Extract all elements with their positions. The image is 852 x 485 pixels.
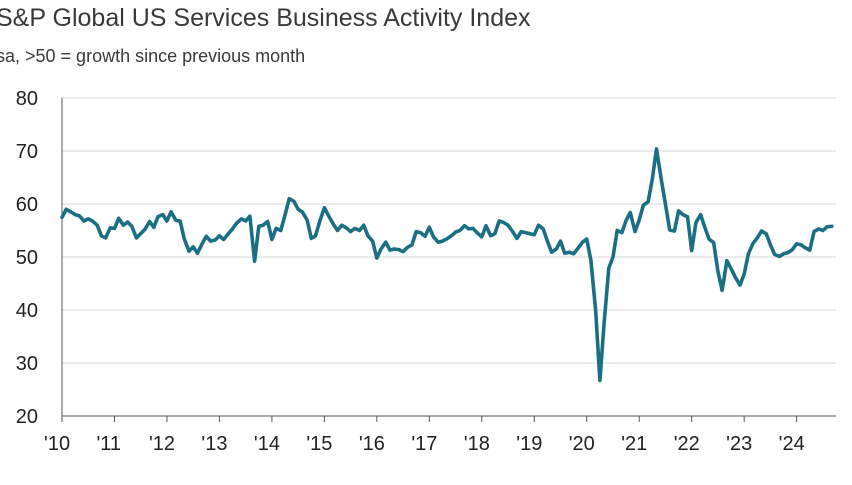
x-tick-label: '13 xyxy=(201,433,227,455)
y-tick-label: 20 xyxy=(16,406,38,428)
x-tick-label: '12 xyxy=(149,433,175,455)
y-tick-label: 60 xyxy=(16,194,38,216)
x-tick-label: '22 xyxy=(674,433,700,455)
y-tick-label: 30 xyxy=(16,353,38,375)
x-tick-label: '11 xyxy=(96,433,121,455)
y-tick-label: 40 xyxy=(16,300,38,322)
chart-subtitle: sa, >50 = growth since previous month xyxy=(0,46,306,66)
x-tick-label: '19 xyxy=(516,433,542,455)
x-tick-label: '18 xyxy=(464,433,490,455)
x-tick-label: '15 xyxy=(306,433,332,455)
x-tick-label: '16 xyxy=(359,433,385,455)
gridlines xyxy=(62,97,836,364)
axes xyxy=(61,98,836,422)
y-tick-label: 70 xyxy=(16,141,38,163)
series-line xyxy=(60,147,834,383)
y-tick-labels: 20 30 40 50 60 70 80 xyxy=(16,88,38,428)
x-tick-label: '20 xyxy=(569,433,595,455)
chart-title: S&P Global US Services Business Activity… xyxy=(0,4,531,32)
x-tick-label: '17 xyxy=(411,433,437,455)
x-tick-label: '10 xyxy=(44,433,70,455)
x-tick-label: '24 xyxy=(779,433,805,455)
x-tick-labels: '10 '11 '12 '13 '14 '15 '16 '17 '18 '19 '20 '21 '22 '… xyxy=(44,433,805,455)
y-tick-label: 80 xyxy=(16,88,38,110)
x-tick-label: '14 xyxy=(254,433,280,455)
y-tick-label: 50 xyxy=(16,247,38,269)
series xyxy=(60,147,834,383)
x-tick-label: '21 xyxy=(621,433,647,455)
x-tick-label: '23 xyxy=(726,433,752,455)
